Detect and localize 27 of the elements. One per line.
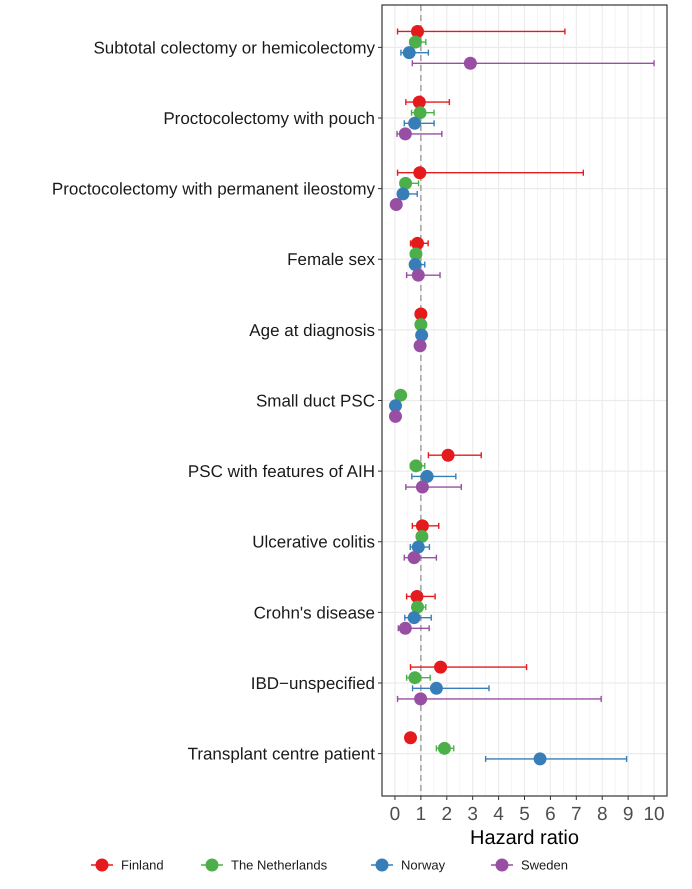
legend-label: Norway xyxy=(401,858,446,873)
y-tick-label: Female sex xyxy=(287,250,376,270)
x-tick-label: 5 xyxy=(519,804,530,825)
x-tick-label: 7 xyxy=(571,804,582,825)
legend-label: Finland xyxy=(121,858,164,873)
y-tick-label: Age at diagnosis xyxy=(249,320,375,340)
x-tick-label: 0 xyxy=(390,804,400,825)
y-tick-label: Proctocolectomy with pouch xyxy=(163,108,375,128)
y-tick-label: Transplant centre patient xyxy=(188,744,376,764)
x-tick-label: 1 xyxy=(416,804,426,825)
x-tick-label: 9 xyxy=(622,804,634,825)
y-tick-label: Small duct PSC xyxy=(256,391,375,410)
x-tick-label: 10 xyxy=(643,804,665,825)
x-tick-label: 6 xyxy=(545,804,556,825)
x-tick-label: 4 xyxy=(493,804,504,825)
legend-label: The Netherlands xyxy=(231,858,328,873)
y-tick-label: Subtotal colectomy or hemicolectomy xyxy=(93,38,376,58)
x-axis-title: Hazard ratio xyxy=(470,827,579,849)
legend-label: Sweden xyxy=(521,858,568,873)
x-tick-label: 8 xyxy=(596,804,608,825)
y-tick-label: Proctocolectomy with permanent ileostomy xyxy=(52,180,376,199)
x-tick-label: 3 xyxy=(467,804,478,825)
y-tick-label: Ulcerative colitis xyxy=(252,532,375,552)
y-tick-label: PSC with features of AIH xyxy=(188,462,375,482)
x-tick-label: 2 xyxy=(441,804,452,825)
y-tick-label: Crohn's disease xyxy=(254,603,375,622)
y-tick-label: IBD−unspecified xyxy=(250,674,375,693)
